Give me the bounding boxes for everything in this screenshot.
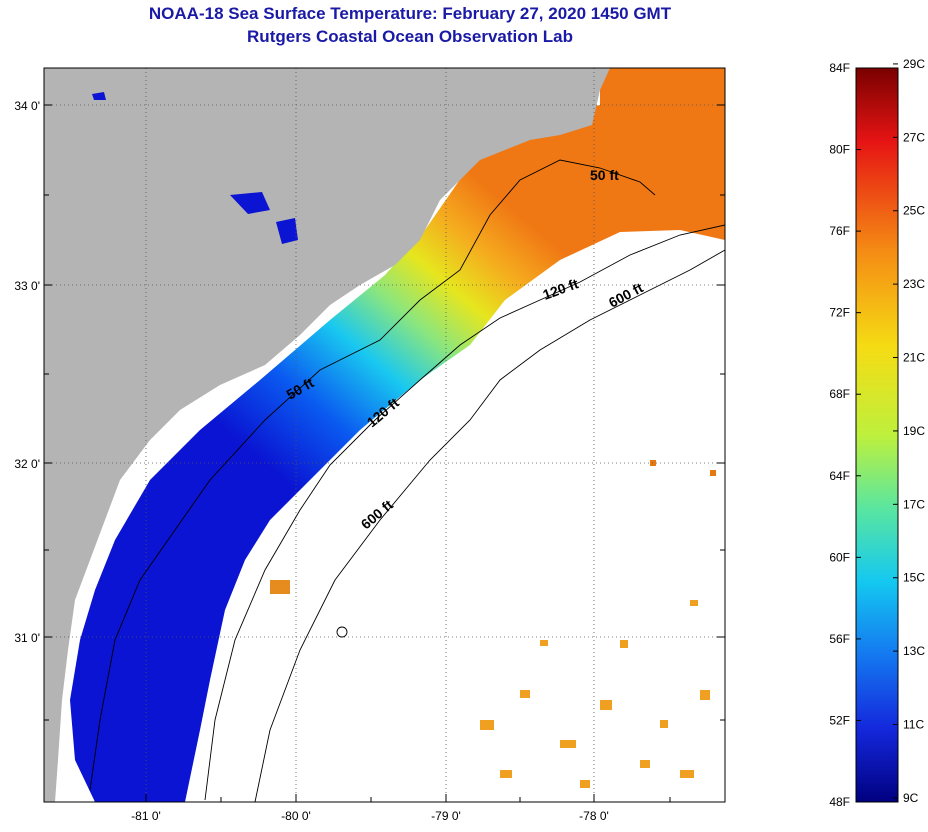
graticule	[44, 68, 725, 802]
lat-label-32: 32 0'	[14, 457, 40, 471]
contour-label-50ft-north: 50 ft	[590, 167, 619, 183]
lake-marion	[230, 192, 270, 214]
colorbar-f-label: 48F	[829, 795, 850, 809]
colorbar-c-label: 17C	[903, 497, 925, 511]
colorbar-c-label: 25C	[903, 204, 925, 218]
colorbar-f-label: 72F	[829, 306, 850, 320]
land	[44, 68, 610, 802]
colorbar-f-label: 56F	[829, 632, 850, 646]
colorbar-c-label: 27C	[903, 130, 925, 144]
colorbar-f-label: 64F	[829, 469, 850, 483]
colorbar-c-label: 23C	[903, 277, 925, 291]
isobath-600ft	[254, 249, 725, 802]
colorbar-f-label: 68F	[829, 387, 850, 401]
colorbar-c-label: 13C	[903, 644, 925, 658]
colorbar-f-label: 52F	[829, 713, 850, 727]
lon-label-79: -79 0'	[431, 809, 461, 823]
colorbar-f-label: 76F	[829, 224, 850, 238]
isobath-ring	[336, 626, 348, 638]
colorbar-c-label: 11C	[903, 718, 924, 732]
lat-label-34: 34 0'	[14, 99, 40, 113]
map-panel: 50 ft 120 ft 600 ft 50 ft 120 ft 600 ft	[44, 68, 725, 802]
colorbar-c-label: 21C	[903, 351, 925, 365]
map-title: NOAA-18 Sea Surface Temperature: Februar…	[148, 4, 672, 23]
lon-label-78: -78 0'	[579, 809, 609, 823]
map-frame	[43, 67, 726, 803]
colorbar-f-label: 80F	[829, 143, 850, 157]
colorbar-c-label: 15C	[903, 571, 925, 585]
sst-coverage	[70, 68, 725, 802]
colorbar-c-label: 29C	[903, 57, 925, 71]
map-subtitle: Rutgers Coastal Ocean Observation Lab	[247, 27, 573, 46]
colorbar: 84F 80F 76F 72F 68F 64F 60F 56F 52F 48F 29C 27C 25C…	[829, 57, 925, 809]
lake-moultrie	[276, 218, 298, 244]
lake-north	[92, 92, 106, 100]
colorbar-f-label: 84F	[829, 61, 850, 75]
isobath-120ft	[204, 224, 725, 801]
lat-label-33: 33 0'	[14, 279, 40, 293]
colorbar-f-label: 60F	[829, 550, 850, 564]
colorbar-c-label: 19C	[903, 424, 925, 438]
axis-ticks	[44, 104, 725, 802]
isobaths	[89, 159, 725, 802]
colorbar-gradient	[855, 67, 899, 803]
lat-label-31: 31 0'	[14, 631, 40, 645]
isobath-50ft	[89, 159, 656, 791]
lon-label-80: -80 0'	[281, 809, 311, 823]
lon-label-81: -81 0'	[131, 809, 161, 823]
colorbar-c-label: 9C	[903, 791, 919, 805]
